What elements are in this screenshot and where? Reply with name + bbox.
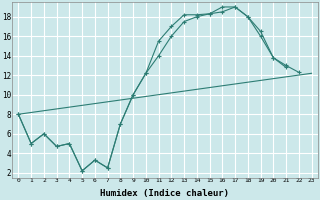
X-axis label: Humidex (Indice chaleur): Humidex (Indice chaleur)	[100, 189, 229, 198]
